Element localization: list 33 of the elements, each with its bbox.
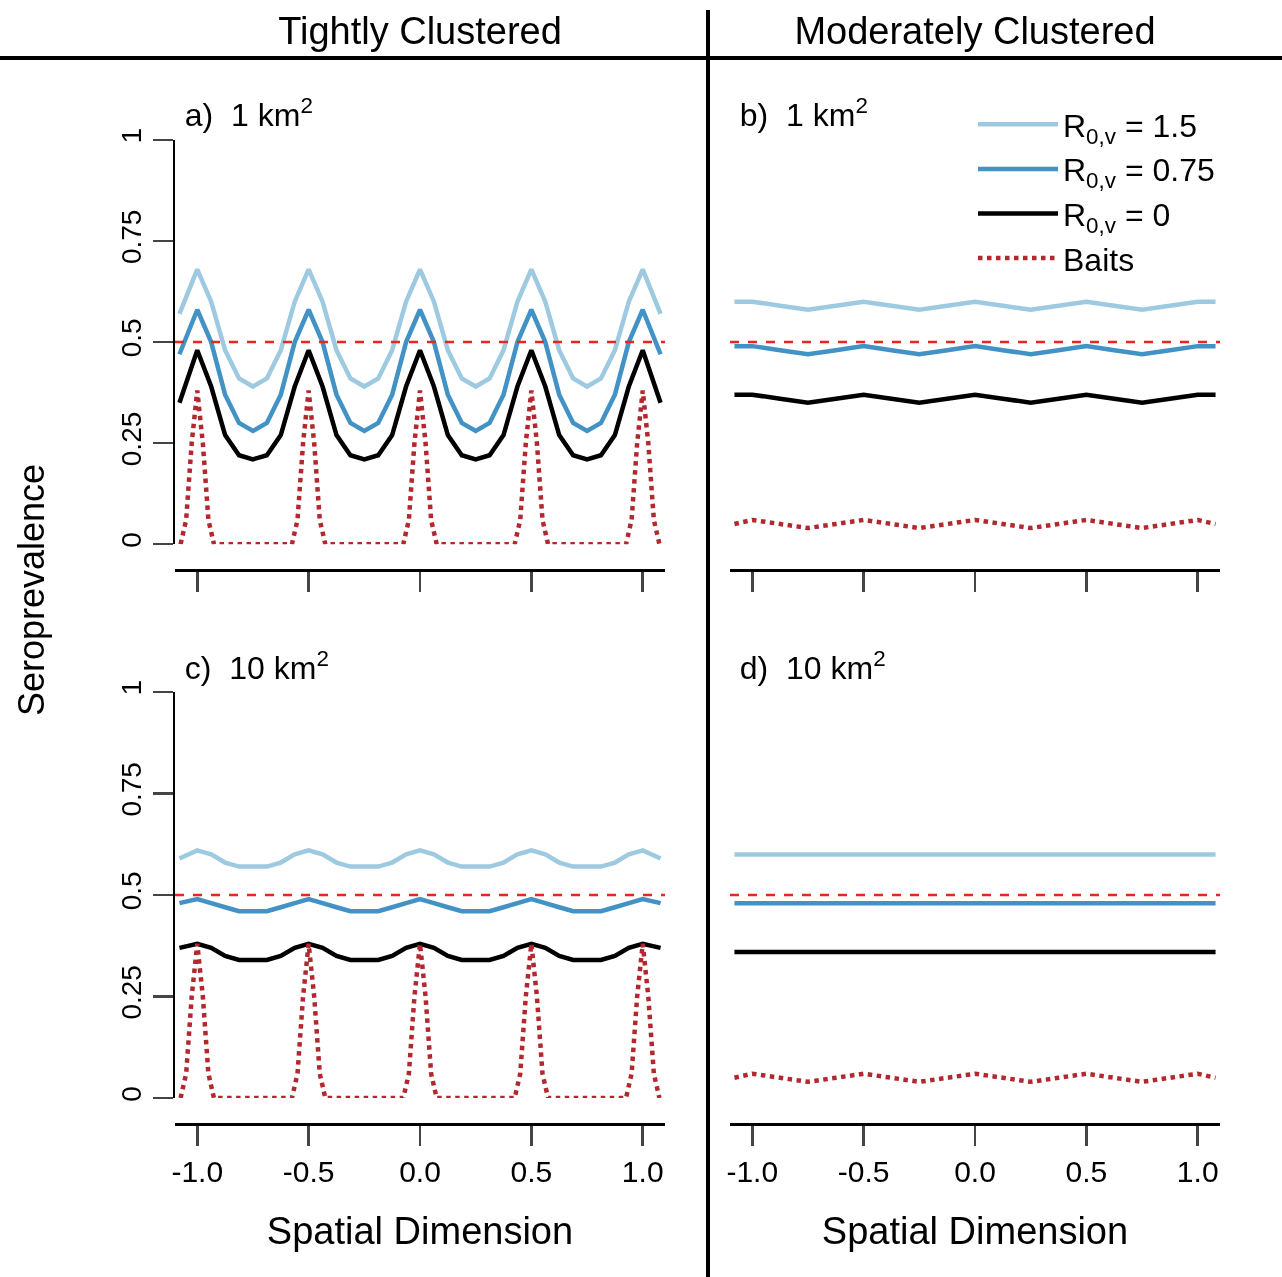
y-axis-title: Seroprevalence xyxy=(11,463,53,717)
y-tick-label: 0.5 xyxy=(116,871,148,911)
y-tick-label: 0.25 xyxy=(116,411,148,467)
x-axis-title: Spatial Dimension xyxy=(266,1209,574,1252)
y-tick-label: 0 xyxy=(116,532,148,548)
y-tick-label: 1 xyxy=(116,680,148,696)
x-tick-label: 0.5 xyxy=(510,1154,553,1188)
x-tick-label: 1.0 xyxy=(1176,1154,1219,1188)
y-tick-label: 0.5 xyxy=(116,318,148,358)
legend-label: Baits xyxy=(1063,241,1135,278)
y-tick-label: 0.75 xyxy=(116,209,148,265)
y-tick-label: 0 xyxy=(116,1086,148,1102)
x-tick-label: 0.5 xyxy=(1065,1154,1108,1188)
y-tick-label: 0.75 xyxy=(116,762,148,817)
chart-title: c) 10 km$^{2}$ xyxy=(184,645,329,687)
x-tick-label: -1.0 xyxy=(726,1154,779,1188)
text: Tightly Clustered xyxy=(278,10,562,53)
x-tick-label: -0.5 xyxy=(837,1154,890,1188)
x-tick-label: 0.0 xyxy=(399,1154,441,1188)
x-tick-label: 0.0 xyxy=(954,1154,996,1188)
chart-title: d) 10 km$^{2}$ xyxy=(739,645,886,687)
x-tick-label: -0.5 xyxy=(282,1154,335,1188)
y-tick-label: 1 xyxy=(116,128,148,144)
chart-title: b) 1 km$^{2}$ xyxy=(739,92,868,134)
chart-title: a) 1 km$^{2}$ xyxy=(184,92,313,134)
legend-label: R$_{0,v}$ = 1.5 xyxy=(1063,107,1197,149)
y-tick-label: 0.25 xyxy=(116,965,148,1020)
legend-label: R$_{0,v}$ = 0 xyxy=(1063,196,1171,238)
legend-label: R$_{0,v}$ = 0.75 xyxy=(1063,152,1215,194)
text: Moderately Clustered xyxy=(794,10,1156,53)
x-axis-title: Spatial Dimension xyxy=(821,1209,1129,1252)
x-tick-label: 1.0 xyxy=(621,1154,664,1188)
x-tick-label: -1.0 xyxy=(171,1154,224,1188)
